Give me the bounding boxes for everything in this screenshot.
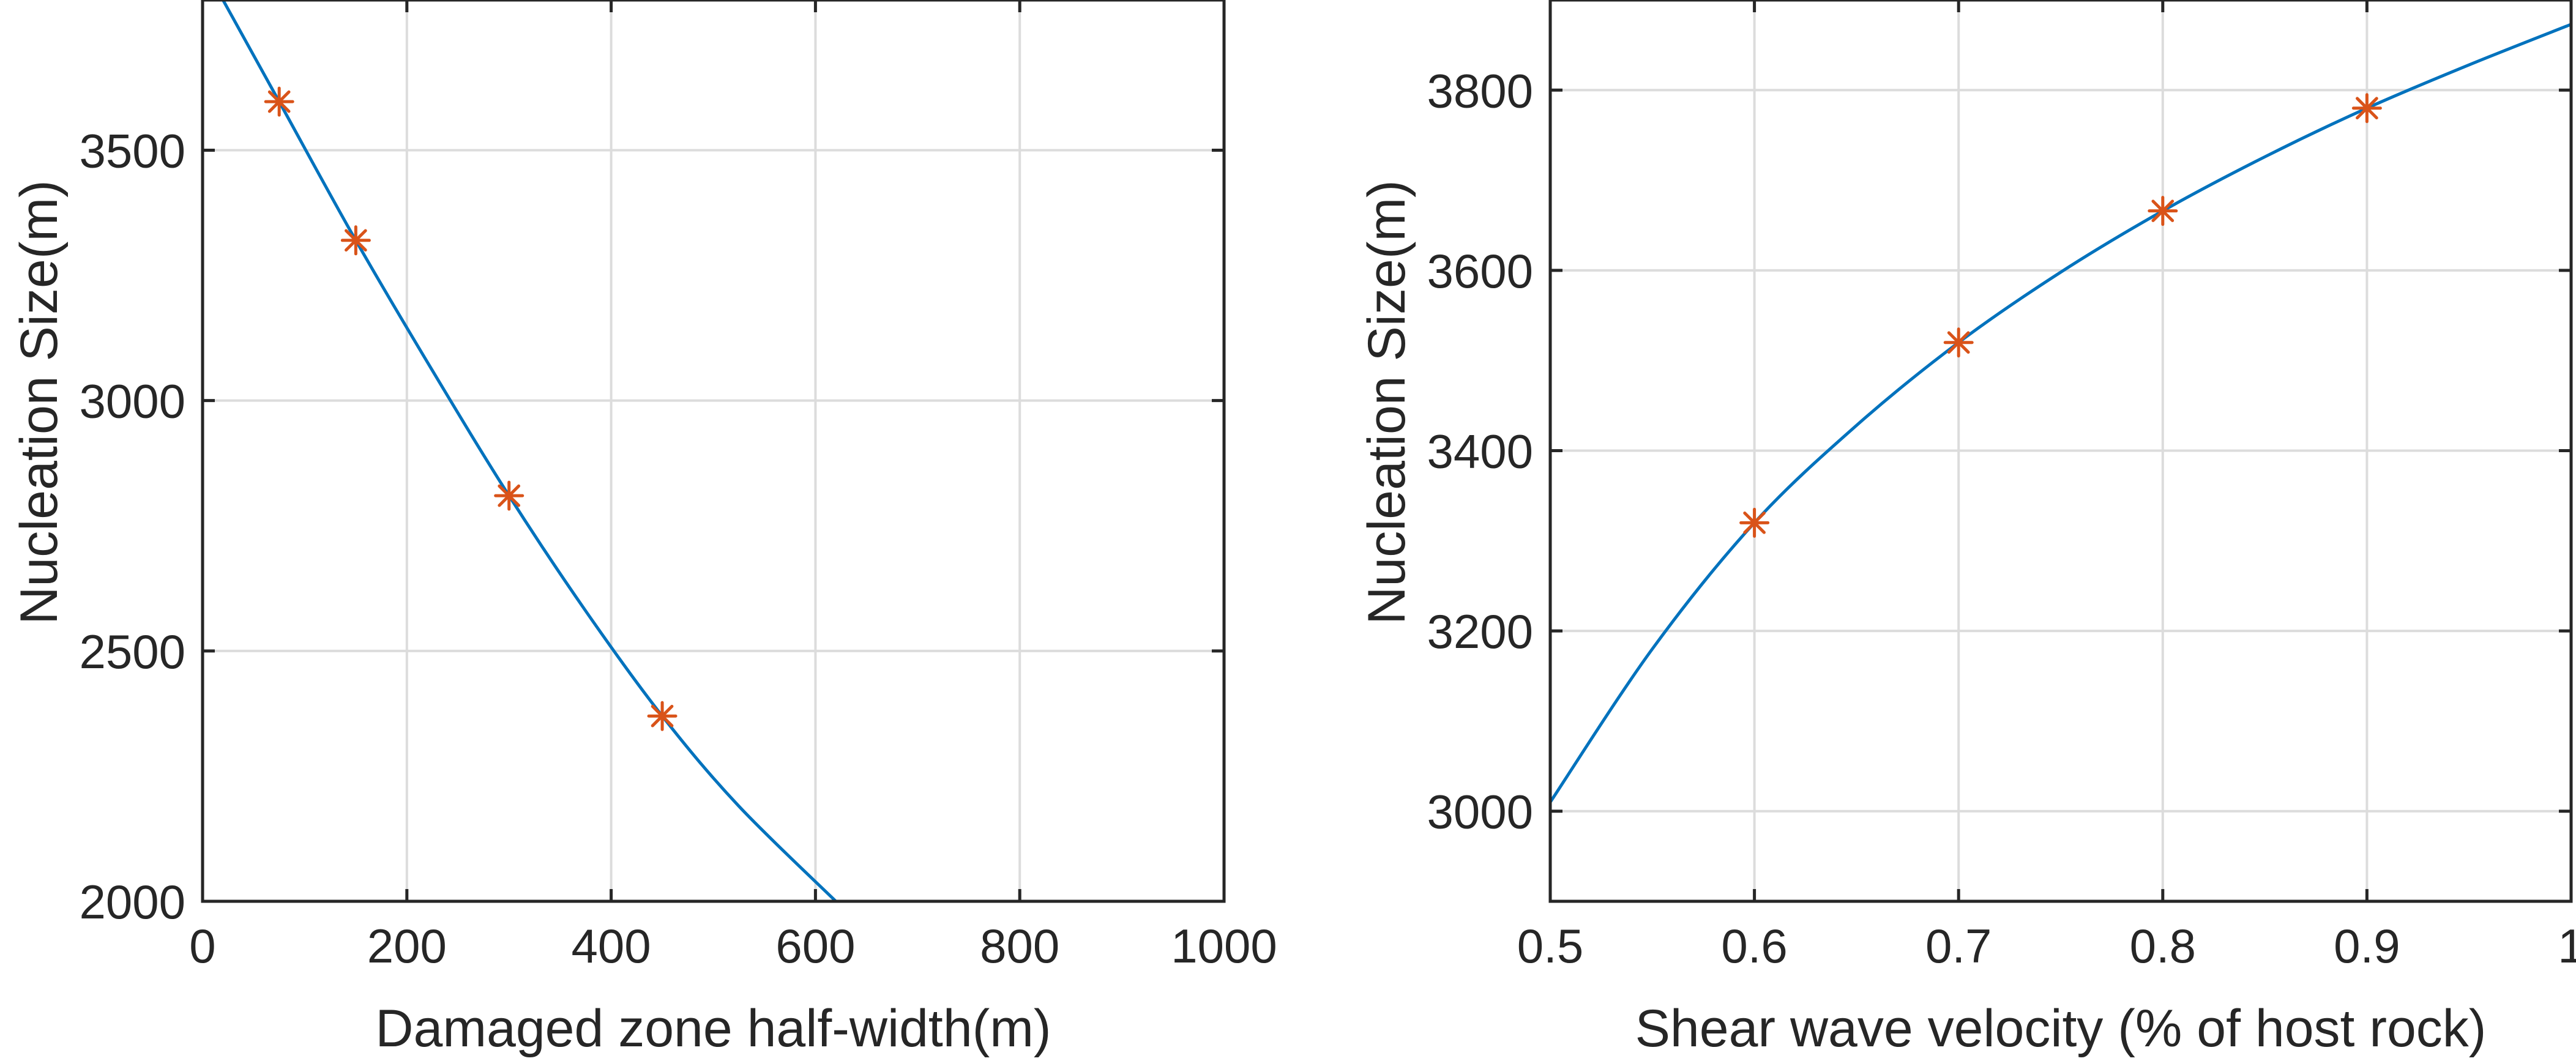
y-tick-label: 3800 bbox=[1427, 64, 1533, 117]
x-tick-label: 400 bbox=[572, 919, 651, 973]
x-tick-label: 0.7 bbox=[1925, 919, 1992, 973]
marker-stroke bbox=[2356, 97, 2378, 120]
x-tick-label: 800 bbox=[980, 919, 1059, 973]
marker-stroke bbox=[267, 90, 291, 113]
marker-stroke bbox=[2151, 199, 2175, 223]
data-point-marker bbox=[340, 225, 371, 256]
x-tick-label: 0.8 bbox=[2130, 919, 2196, 973]
y-tick-label: 3200 bbox=[1427, 605, 1533, 658]
data-point-marker bbox=[2351, 93, 2382, 124]
data-layer bbox=[222, 0, 837, 901]
y-tick-label: 3400 bbox=[1427, 425, 1533, 478]
data-point-marker bbox=[1739, 507, 1770, 538]
plot-area bbox=[203, 0, 1224, 901]
x-tick-label: 0 bbox=[189, 919, 215, 973]
marker-stroke bbox=[1743, 512, 1766, 534]
data-point-marker bbox=[647, 701, 678, 731]
x-tick-label: 1 bbox=[2558, 919, 2576, 973]
y-tick-label: 3500 bbox=[79, 124, 185, 178]
y-axis-label: Nucleation Size(m) bbox=[10, 180, 69, 624]
y-tick-label: 2000 bbox=[79, 875, 185, 929]
x-axis-label: Damaged zone half-width(m) bbox=[375, 999, 1051, 1058]
marker-stroke bbox=[1947, 331, 1970, 354]
marker-stroke bbox=[651, 704, 674, 728]
data-point-marker bbox=[264, 86, 294, 117]
data-point-marker bbox=[494, 480, 525, 511]
x-tick-label: 1000 bbox=[1171, 919, 1277, 973]
x-tick-label: 0.5 bbox=[1517, 919, 1583, 973]
x-tick-label: 0.9 bbox=[2334, 919, 2400, 973]
y-tick-label: 3000 bbox=[1427, 785, 1533, 839]
x-axis-label: Shear wave velocity (% of host rock) bbox=[1635, 999, 2487, 1058]
data-layer bbox=[1550, 23, 2571, 803]
y-tick-label: 3000 bbox=[79, 374, 185, 428]
data-point-marker bbox=[1943, 327, 1974, 358]
marker-stroke bbox=[498, 484, 521, 507]
y-tick-label: 3600 bbox=[1427, 244, 1533, 298]
chart-panel-1: 0 200 400 600 800 1000 2000 2500 3000 3500 Damaged… bbox=[10, 0, 1277, 1058]
chart-panel-2: 0.5 0.6 0.7 0.8 0.9 1 3000 3200 3400 3600 3800 Shea… bbox=[1357, 0, 2576, 1058]
x-tick-label: 200 bbox=[367, 919, 447, 973]
data-point-marker bbox=[2148, 196, 2178, 226]
x-tick-label: 0.6 bbox=[1721, 919, 1787, 973]
series-line bbox=[1550, 23, 2571, 803]
marker-stroke bbox=[345, 229, 367, 252]
x-tick-label: 600 bbox=[775, 919, 855, 973]
y-tick-label: 2500 bbox=[79, 625, 185, 679]
y-axis-label: Nucleation Size(m) bbox=[1357, 180, 1416, 624]
plot-frame bbox=[201, 0, 1226, 903]
